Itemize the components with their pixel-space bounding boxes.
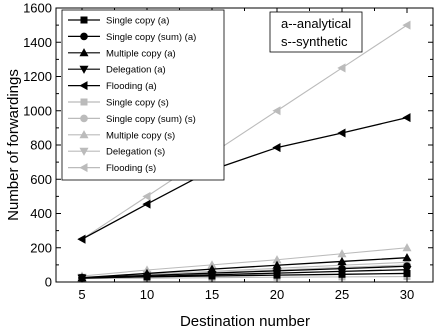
x-axis-title: Destination number <box>180 313 310 330</box>
series-line <box>81 265 408 279</box>
y-tick-label: 200 <box>30 240 52 255</box>
data-point <box>207 271 217 280</box>
series-line <box>81 257 408 279</box>
data-point <box>337 256 347 265</box>
data-point <box>79 48 89 57</box>
data-point <box>79 81 88 91</box>
y-tick-label: 1600 <box>23 1 52 16</box>
series-3 <box>77 266 412 283</box>
data-point <box>80 16 88 24</box>
data-point <box>337 63 346 73</box>
legend-label: Delegation (s) <box>106 147 165 158</box>
data-point <box>402 266 412 275</box>
annotation-synthetic: s--synthetic <box>281 34 348 49</box>
data-point <box>80 98 88 106</box>
data-point <box>80 114 88 123</box>
annotation-analytical: a--analytical <box>281 16 351 31</box>
annotation-frame <box>269 11 363 53</box>
y-tick-label: 1000 <box>23 103 52 118</box>
data-point <box>272 269 282 278</box>
data-point <box>142 191 151 201</box>
legend-label: Single copy (sum) (s) <box>106 114 196 125</box>
legend-label: Single copy (sum) (a) <box>106 32 196 43</box>
data-point <box>337 128 346 138</box>
data-point <box>402 20 411 30</box>
series-line <box>81 247 408 277</box>
data-point <box>272 143 281 153</box>
legend-label: Single copy (a) <box>106 16 169 27</box>
legend-label: Delegation (a) <box>106 65 166 76</box>
x-tick-label: 10 <box>140 287 154 302</box>
legend-label: Multiple copy (a) <box>106 48 176 59</box>
x-tick-label: 30 <box>400 287 414 302</box>
legend-label: Multiple copy (s) <box>106 130 175 141</box>
data-point <box>402 243 412 252</box>
y-tick-label: 1400 <box>23 35 52 50</box>
data-point <box>79 130 89 139</box>
y-tick-label: 400 <box>30 206 52 221</box>
data-point <box>402 113 411 123</box>
x-tick-label: 15 <box>205 287 219 302</box>
y-tick-label: 600 <box>30 172 52 187</box>
data-point <box>79 65 89 74</box>
legend: Single copy (a) Single copy (sum) (a) Mult… <box>61 9 225 181</box>
legend-label: Single copy (s) <box>106 98 169 109</box>
series-line <box>81 269 408 279</box>
data-point <box>79 147 89 156</box>
y-tick-label: 1200 <box>23 69 52 84</box>
data-point <box>142 199 151 209</box>
data-point <box>79 163 88 173</box>
series-line <box>81 275 408 280</box>
annotation-box: a--analytical s--synthetic <box>269 11 363 53</box>
data-point <box>272 106 281 116</box>
legend-label: Flooding (s) <box>106 163 156 174</box>
x-tick-label: 20 <box>270 287 284 302</box>
data-point <box>142 273 152 282</box>
data-point <box>402 253 412 262</box>
series-line <box>81 116 408 240</box>
legend-label: Flooding (a) <box>106 81 157 92</box>
y-tick-label: 800 <box>30 138 52 153</box>
data-point <box>80 32 88 41</box>
y-axis-title: Number of forwardings <box>5 69 22 221</box>
x-tick-label: 5 <box>78 287 85 302</box>
data-point <box>272 260 282 269</box>
data-point <box>77 234 86 244</box>
y-tick-label: 0 <box>45 275 52 290</box>
series-line <box>81 24 408 240</box>
data-point <box>337 267 347 277</box>
x-tick-label: 25 <box>335 287 349 302</box>
